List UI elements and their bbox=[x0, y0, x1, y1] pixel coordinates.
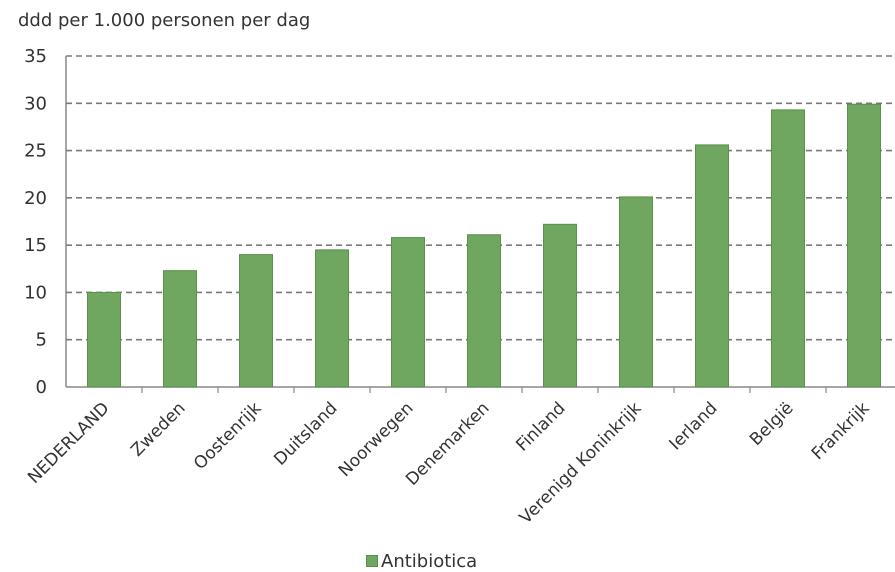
bar-duitsland bbox=[315, 249, 349, 388]
legend-label: Antibiotica bbox=[381, 550, 478, 572]
x-tick-label: NEDERLAND bbox=[24, 398, 113, 487]
y-tick-label: 10 bbox=[24, 282, 47, 303]
bar-zweden bbox=[163, 270, 197, 388]
bar-nederland bbox=[87, 291, 121, 388]
bar-noorwegen bbox=[391, 237, 425, 388]
y-tick-label: 25 bbox=[24, 141, 47, 162]
y-tick-label: 0 bbox=[36, 377, 47, 398]
bar-finland bbox=[543, 223, 577, 388]
y-tick-label: 30 bbox=[24, 93, 47, 114]
bar-belgië bbox=[771, 109, 805, 388]
x-tick-label: Frankrijk bbox=[808, 398, 874, 464]
x-tick-label: Ierland bbox=[666, 398, 722, 454]
bar-denemarken bbox=[467, 234, 501, 388]
y-tick-label: 15 bbox=[24, 235, 47, 256]
y-tick-label: 35 bbox=[24, 46, 47, 67]
legend-swatch bbox=[366, 555, 378, 567]
legend: Antibiotica bbox=[366, 550, 477, 572]
y-axis-label: ddd per 1.000 personen per dag bbox=[18, 10, 311, 31]
y-tick-label: 5 bbox=[36, 330, 47, 351]
x-tick-label: België bbox=[746, 398, 797, 449]
x-tick-label: Noorwegen bbox=[335, 398, 418, 481]
bar-oostenrijk bbox=[239, 254, 273, 388]
x-tick-label: Oostenrijk bbox=[190, 398, 266, 474]
bar-ierland bbox=[695, 144, 729, 388]
x-tick-label: Finland bbox=[512, 398, 569, 455]
x-tick-label: Duitsland bbox=[270, 398, 341, 469]
y-tick-label: 20 bbox=[24, 188, 47, 209]
bar-frankrijk bbox=[847, 103, 881, 388]
bar-verenigd-koninkrijk bbox=[619, 196, 653, 388]
x-tick-label: Zweden bbox=[127, 398, 189, 460]
